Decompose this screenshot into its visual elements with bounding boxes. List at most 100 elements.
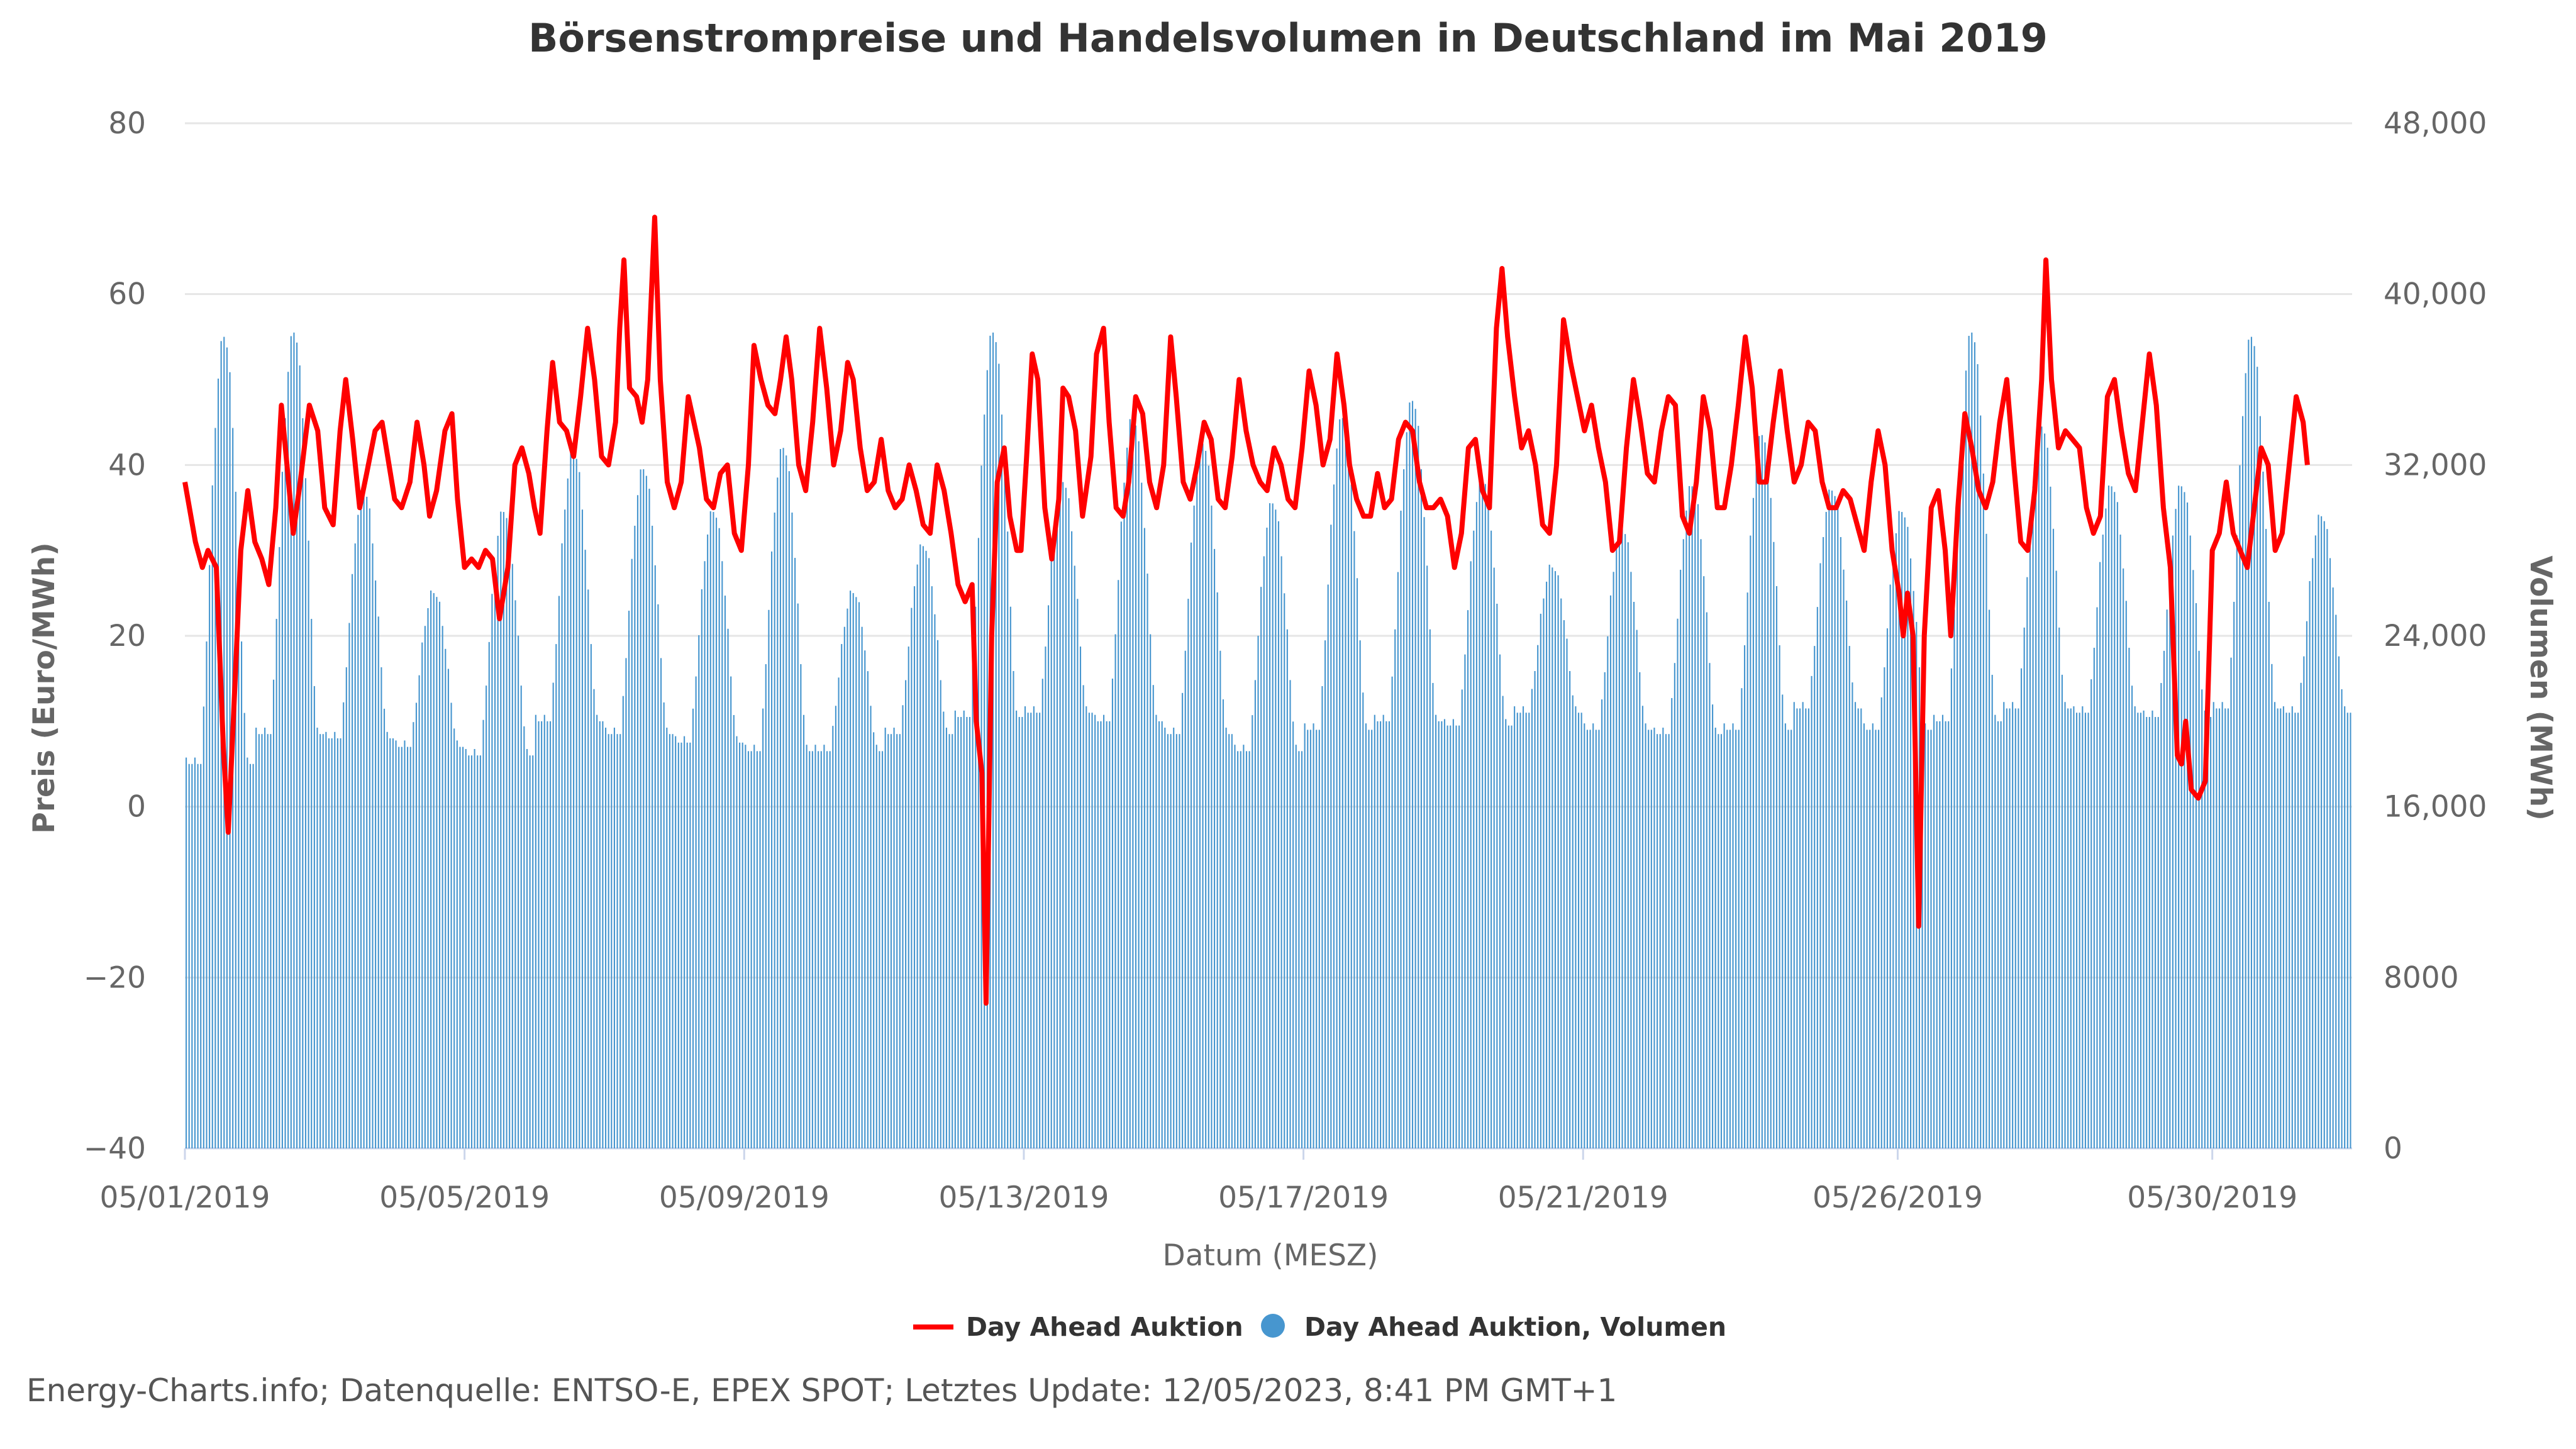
volume-bar xyxy=(1071,531,1073,1148)
volume-bar xyxy=(2020,668,2023,1148)
volume-bar xyxy=(1397,572,1399,1148)
volume-bar xyxy=(1316,730,1318,1148)
volume-bar xyxy=(1304,723,1306,1148)
volume-bar xyxy=(226,347,228,1148)
volume-bar xyxy=(532,755,534,1148)
volume-bar xyxy=(1700,539,1702,1148)
volume-bar xyxy=(1720,734,1723,1148)
volume-bar xyxy=(2212,702,2214,1148)
volume-bar xyxy=(1380,721,1382,1148)
volume-bar xyxy=(1854,702,1857,1148)
volume-bar xyxy=(395,740,397,1148)
volume-bar xyxy=(2335,614,2337,1148)
volume-bar xyxy=(1709,663,1711,1148)
volume-bar xyxy=(1391,676,1393,1148)
volume-bar xyxy=(1403,469,1405,1148)
volume-bar xyxy=(1004,472,1006,1148)
volume-bar xyxy=(2046,447,2048,1149)
volume-bar xyxy=(628,611,630,1148)
volume-bar xyxy=(1584,723,1585,1148)
volume-bar xyxy=(1062,482,1064,1148)
volume-bar xyxy=(2178,486,2180,1148)
volume-bar xyxy=(774,513,775,1148)
volume-bar xyxy=(596,714,598,1148)
volume-bar xyxy=(316,728,318,1148)
volume-bar xyxy=(1624,534,1626,1148)
volume-bar xyxy=(1659,734,1661,1148)
volume-bar xyxy=(1805,708,1807,1148)
volume-bar xyxy=(1921,704,1923,1148)
volume-bar xyxy=(1924,723,1926,1148)
x-tick-label: 05/01/2019 xyxy=(100,1180,270,1215)
volume-bar xyxy=(823,745,825,1148)
volume-bar xyxy=(782,448,784,1148)
volume-bar xyxy=(861,626,863,1148)
volume-bar xyxy=(1846,600,1848,1148)
volume-bar xyxy=(1231,734,1233,1148)
volume-bar xyxy=(590,644,592,1148)
volume-bar xyxy=(497,535,499,1148)
volume-bar xyxy=(1097,721,1099,1148)
legend-item-volume[interactable]: Day Ahead Auktion, Volumen xyxy=(1261,1312,1726,1342)
volume-bar xyxy=(867,671,869,1148)
volume-bar xyxy=(1313,723,1314,1148)
volume-bar xyxy=(2195,603,2197,1148)
volume-bar xyxy=(523,726,525,1148)
legend-item-price[interactable]: Day Ahead Auktion xyxy=(913,1312,1243,1342)
volume-bar xyxy=(203,706,204,1148)
volume-bar xyxy=(1298,751,1300,1148)
volume-bar xyxy=(1665,734,1667,1148)
volume-bar xyxy=(1782,694,1784,1148)
volume-bar xyxy=(1837,505,1839,1148)
volume-bar xyxy=(2224,708,2226,1148)
volume-bars xyxy=(186,332,2351,1149)
volume-bar xyxy=(1365,723,1367,1148)
volume-bar xyxy=(1016,710,1018,1148)
x-tick-label: 05/21/2019 xyxy=(1498,1180,1668,1215)
volume-bar xyxy=(1537,645,1539,1148)
volume-bar xyxy=(1621,529,1623,1148)
volume-bar xyxy=(1082,685,1084,1148)
volume-bar xyxy=(745,745,747,1148)
volume-bar xyxy=(304,478,307,1149)
volume-bar xyxy=(1423,517,1425,1148)
volume-bar xyxy=(447,669,449,1148)
volume-bar xyxy=(1682,539,1684,1148)
volume-bar xyxy=(1884,667,1885,1148)
volume-bar xyxy=(1750,535,1752,1148)
price-line xyxy=(182,214,2310,1006)
volume-bar xyxy=(2291,706,2293,1148)
volume-bar xyxy=(908,647,909,1148)
volume-bar xyxy=(1368,730,1370,1148)
volume-bar xyxy=(1024,706,1026,1148)
volume-bar xyxy=(922,546,924,1148)
volume-bar xyxy=(2061,674,2063,1148)
price-line-group xyxy=(182,214,2310,1006)
volume-bar xyxy=(1848,646,1850,1148)
volume-bar xyxy=(2277,708,2279,1148)
volume-bar xyxy=(1324,640,1326,1148)
volume-bar xyxy=(2166,609,2168,1148)
volume-bar xyxy=(2236,535,2238,1148)
volume-bar xyxy=(1359,640,1361,1148)
volume-bar xyxy=(2314,535,2316,1148)
volume-bar xyxy=(1880,697,1882,1148)
volume-bar xyxy=(465,748,467,1148)
y-right-tick-label: 0 xyxy=(2384,1131,2402,1166)
volume-bar xyxy=(1950,668,1952,1148)
volume-bar xyxy=(1913,591,1914,1148)
volume-bar xyxy=(1493,567,1495,1148)
volume-bar xyxy=(2172,535,2174,1148)
volume-bar xyxy=(1909,558,1912,1148)
volume-bar xyxy=(325,731,327,1148)
volume-bar xyxy=(2070,708,2072,1148)
volume-bar xyxy=(1680,569,1682,1148)
volume-bar xyxy=(404,740,406,1148)
x-tick-label: 05/09/2019 xyxy=(659,1180,830,1215)
volume-bar xyxy=(1971,332,1973,1148)
volume-bar xyxy=(724,596,726,1148)
volume-bar xyxy=(2189,535,2191,1148)
volume-bar xyxy=(1980,415,1982,1148)
volume-bar xyxy=(966,717,968,1148)
volume-bar xyxy=(608,734,609,1148)
